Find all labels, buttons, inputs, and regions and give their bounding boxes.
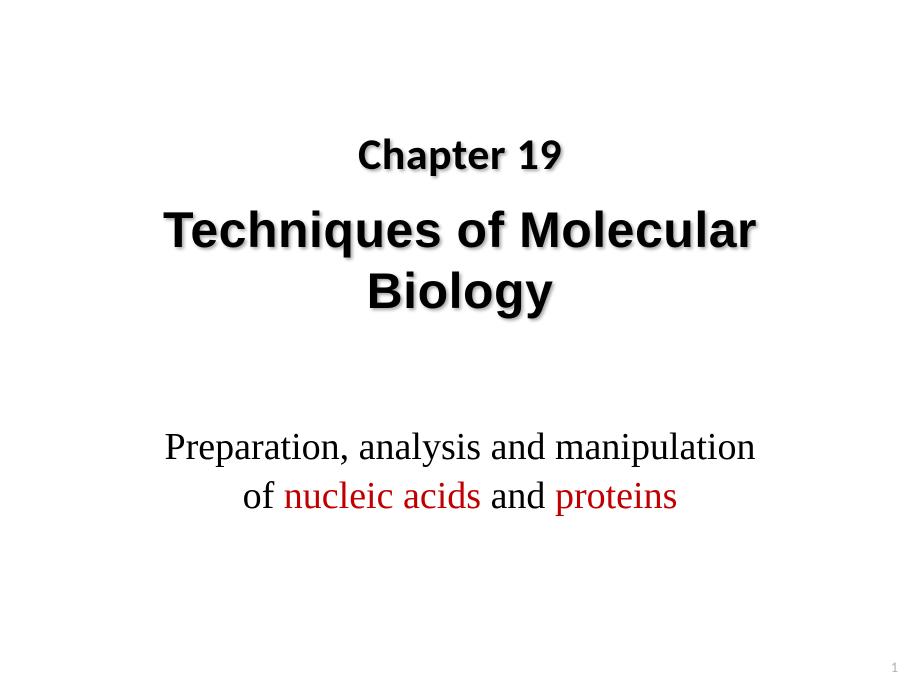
highlight-nucleic-acids: nucleic acids — [284, 475, 481, 517]
page-number: 1 — [891, 659, 898, 676]
slide-subtitle: Preparation, analysis and manipulation o… — [0, 423, 920, 520]
slide: Chapter 19 Techniques of Molecular Biolo… — [0, 0, 920, 690]
slide-title: Techniques of Molecular Biology — [0, 200, 920, 322]
highlight-proteins: proteins — [555, 475, 677, 517]
title-line-1: Techniques of Molecular — [163, 202, 757, 258]
chapter-label: Chapter 19 — [0, 127, 920, 181]
title-line-2: Biology — [367, 263, 554, 319]
subtitle-line-2-mid: and — [481, 475, 555, 517]
subtitle-line-1: Preparation, analysis and manipulation — [165, 426, 756, 468]
subtitle-line-2-pre: of — [243, 475, 284, 517]
